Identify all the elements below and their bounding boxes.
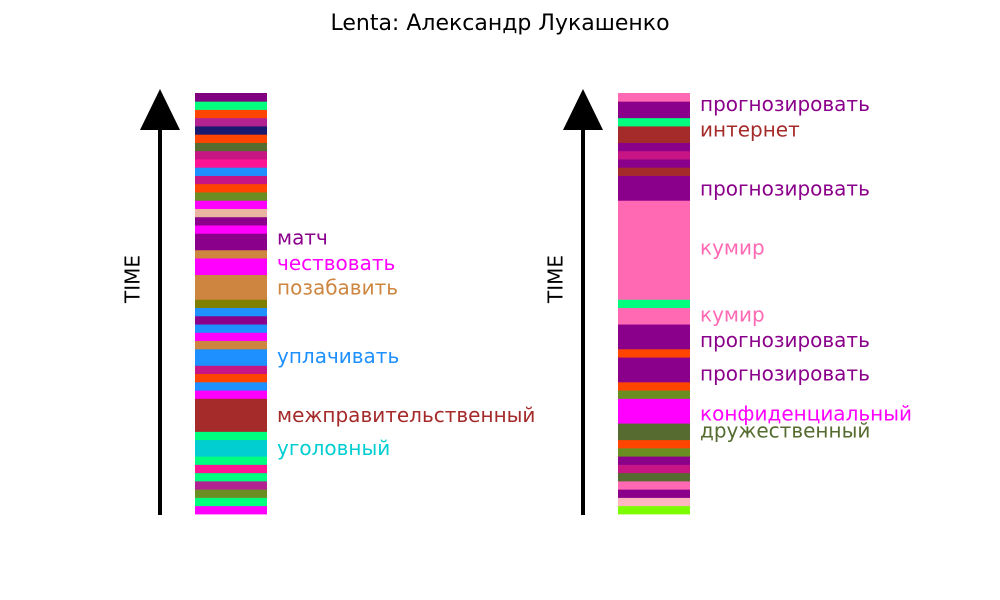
timeline-segment bbox=[618, 480, 690, 490]
timeline-segment bbox=[195, 249, 267, 259]
timeline-segment bbox=[195, 340, 267, 350]
timeline-segment bbox=[195, 324, 267, 333]
time-arrow-head bbox=[563, 89, 603, 130]
timeline-segment bbox=[195, 439, 267, 457]
timeline-segment bbox=[618, 200, 690, 300]
timeline-segment bbox=[618, 93, 690, 102]
timeline-segment bbox=[618, 307, 690, 325]
timeline-segment bbox=[195, 117, 267, 127]
word-label: дружественный bbox=[700, 418, 870, 442]
word-label: межправительственный bbox=[277, 403, 535, 427]
timeline-segment bbox=[195, 472, 267, 482]
timeline-segment bbox=[195, 299, 267, 309]
timeline-segment bbox=[618, 447, 690, 457]
timeline-segment bbox=[195, 175, 267, 185]
timeline-segment bbox=[195, 274, 267, 300]
word-label: чествовать bbox=[277, 251, 395, 275]
timeline-segment bbox=[195, 167, 267, 176]
word-label: конфиденциальный bbox=[700, 402, 912, 426]
word-label: уголовный bbox=[277, 436, 390, 460]
timeline-segment bbox=[195, 365, 267, 375]
timeline-segment bbox=[618, 464, 690, 474]
word-label: прогнозировать bbox=[700, 362, 870, 386]
timeline-segment bbox=[618, 381, 690, 391]
timeline-segment bbox=[618, 357, 690, 383]
time-axis-label: TIME bbox=[121, 255, 145, 304]
timeline-segment bbox=[618, 423, 690, 441]
timeline-segment bbox=[195, 142, 267, 152]
word-label: кумир bbox=[700, 303, 765, 327]
word-label: матч bbox=[277, 226, 328, 250]
timeline-segment bbox=[195, 192, 267, 201]
timeline-segment bbox=[618, 159, 690, 168]
timeline-segment bbox=[618, 117, 690, 127]
timeline-segment bbox=[195, 307, 267, 317]
timeline-segment bbox=[618, 348, 690, 358]
timeline-segment bbox=[195, 332, 267, 342]
timeline-segment bbox=[618, 142, 690, 152]
timeline-segment bbox=[618, 167, 690, 176]
timeline-segment bbox=[195, 225, 267, 234]
timeline-segment bbox=[195, 505, 267, 515]
timeline-segment bbox=[195, 398, 267, 432]
time-axis-label: TIME bbox=[544, 255, 568, 304]
timeline-segment bbox=[195, 431, 267, 441]
word-label: позабавить bbox=[277, 276, 398, 300]
timeline-segment bbox=[195, 456, 267, 465]
timeline-segment bbox=[618, 175, 690, 201]
timeline-segment bbox=[195, 150, 267, 160]
timeline-segment bbox=[618, 439, 690, 449]
timeline-segment bbox=[195, 258, 267, 276]
timeline-segment bbox=[195, 183, 267, 193]
word-label: уплачивать bbox=[277, 344, 399, 368]
timeline-segment bbox=[618, 398, 690, 424]
timeline-segment bbox=[195, 101, 267, 110]
timeline-segment bbox=[618, 150, 690, 160]
timeline-segment bbox=[195, 93, 267, 102]
timeline-segment bbox=[195, 348, 267, 366]
timeline-segment bbox=[618, 472, 690, 482]
word-label: прогнозировать bbox=[700, 328, 870, 352]
timeline-segment bbox=[195, 233, 267, 251]
timeline-segment bbox=[618, 390, 690, 399]
timeline-panels: TIME уголовный межправительственный уплачив… bbox=[121, 89, 912, 515]
timeline-segment bbox=[195, 497, 267, 507]
timeline-segment bbox=[195, 464, 267, 474]
timeline-segment bbox=[195, 134, 267, 143]
word-label: интернет bbox=[700, 117, 800, 141]
timeline-segment bbox=[195, 390, 267, 399]
timeline-segment bbox=[195, 373, 267, 383]
timeline-segment bbox=[195, 109, 267, 119]
timeline-segment bbox=[618, 505, 690, 515]
timeline-segment bbox=[195, 489, 267, 498]
word-label: кумир bbox=[700, 235, 765, 259]
word-label: прогнозировать bbox=[700, 176, 870, 200]
panel-1: TIME уголовный межправительственный уплачив… bbox=[121, 89, 535, 515]
timeline-segment bbox=[195, 159, 267, 168]
timeline-segment bbox=[618, 456, 690, 465]
timeline-segment bbox=[618, 324, 690, 350]
timeline-segment bbox=[618, 101, 690, 119]
word-label: прогнозировать bbox=[700, 92, 870, 116]
timeline-segment bbox=[195, 216, 267, 226]
timeline-segment bbox=[618, 489, 690, 498]
timeline-segment bbox=[195, 200, 267, 209]
timeline-segment bbox=[618, 497, 690, 507]
timeline-segment bbox=[195, 208, 267, 218]
timeline-segment bbox=[195, 381, 267, 391]
chart-title: Lenta: Александр Лукашенко bbox=[330, 11, 669, 36]
timeline-segment bbox=[195, 126, 267, 135]
timeline-segment bbox=[195, 480, 267, 490]
timeline-segment bbox=[618, 126, 690, 143]
timeline-segment bbox=[195, 315, 267, 325]
timeline-segment bbox=[618, 299, 690, 309]
time-arrow-head bbox=[140, 89, 180, 130]
